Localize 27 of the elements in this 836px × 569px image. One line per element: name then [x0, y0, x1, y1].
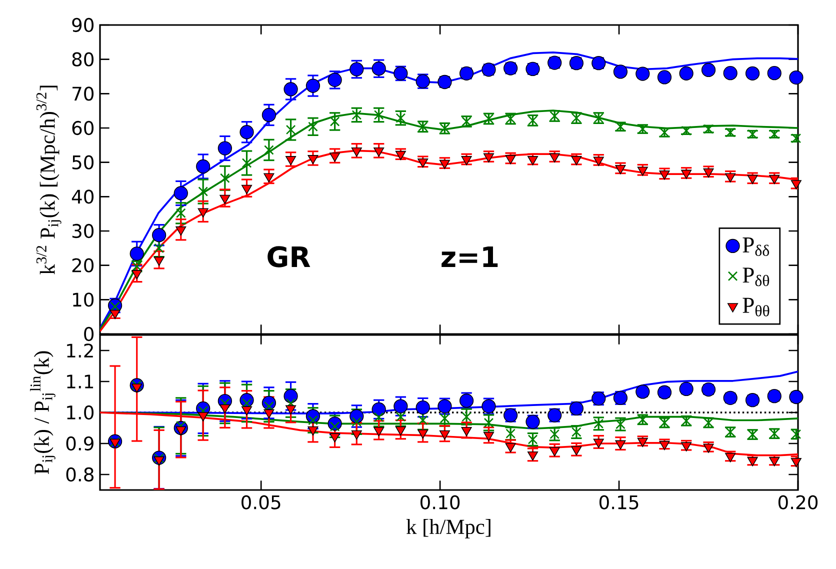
- y-tick-label: 10: [73, 292, 94, 307]
- legend-label: P$_{θθ}$: [742, 298, 770, 316]
- y-tick-label: 50: [72, 155, 94, 170]
- legend-label: P$_{δδ}$: [742, 238, 770, 256]
- y-tick-label: 30: [72, 224, 94, 238]
- y-axis-title: P$_{ij}$(k) / P$_{ij}$$^{lin}$(k): [30, 351, 56, 474]
- x-tick-label: 0.10: [420, 495, 460, 510]
- y-tick-label: 20: [72, 258, 94, 272]
- y-tick-label: 0.8: [66, 467, 94, 482]
- y-tick-label: 40: [72, 190, 94, 204]
- y-tick-label: 0.9: [66, 436, 94, 451]
- x-tick-label: 0.15: [599, 495, 638, 510]
- x-tick-label: 0.05: [242, 495, 280, 510]
- y-tick-label: 0: [84, 326, 94, 342]
- y-tick-label: 70: [72, 86, 94, 101]
- x-axis-title: k [h/Mpc]: [406, 519, 490, 538]
- y-tick-label: 60: [72, 120, 94, 136]
- y-tick-label: 80: [72, 52, 94, 66]
- y-tick-label: 90: [72, 18, 94, 32]
- annotation: GR: [268, 246, 310, 268]
- annotation: z=1: [442, 246, 498, 267]
- y-axis-title: k$^{3/2}$ P$_{ij}$(k) [(Mpc/h)$^{3/2}$]: [36, 86, 62, 274]
- legend-label: P$_{δθ}$: [742, 268, 770, 286]
- y-tick-label: 1.1: [67, 374, 94, 388]
- y-tick-label: 1.0: [67, 405, 94, 420]
- y-tick-label: 1.2: [67, 344, 93, 358]
- x-tick-label: 0.20: [778, 495, 818, 510]
